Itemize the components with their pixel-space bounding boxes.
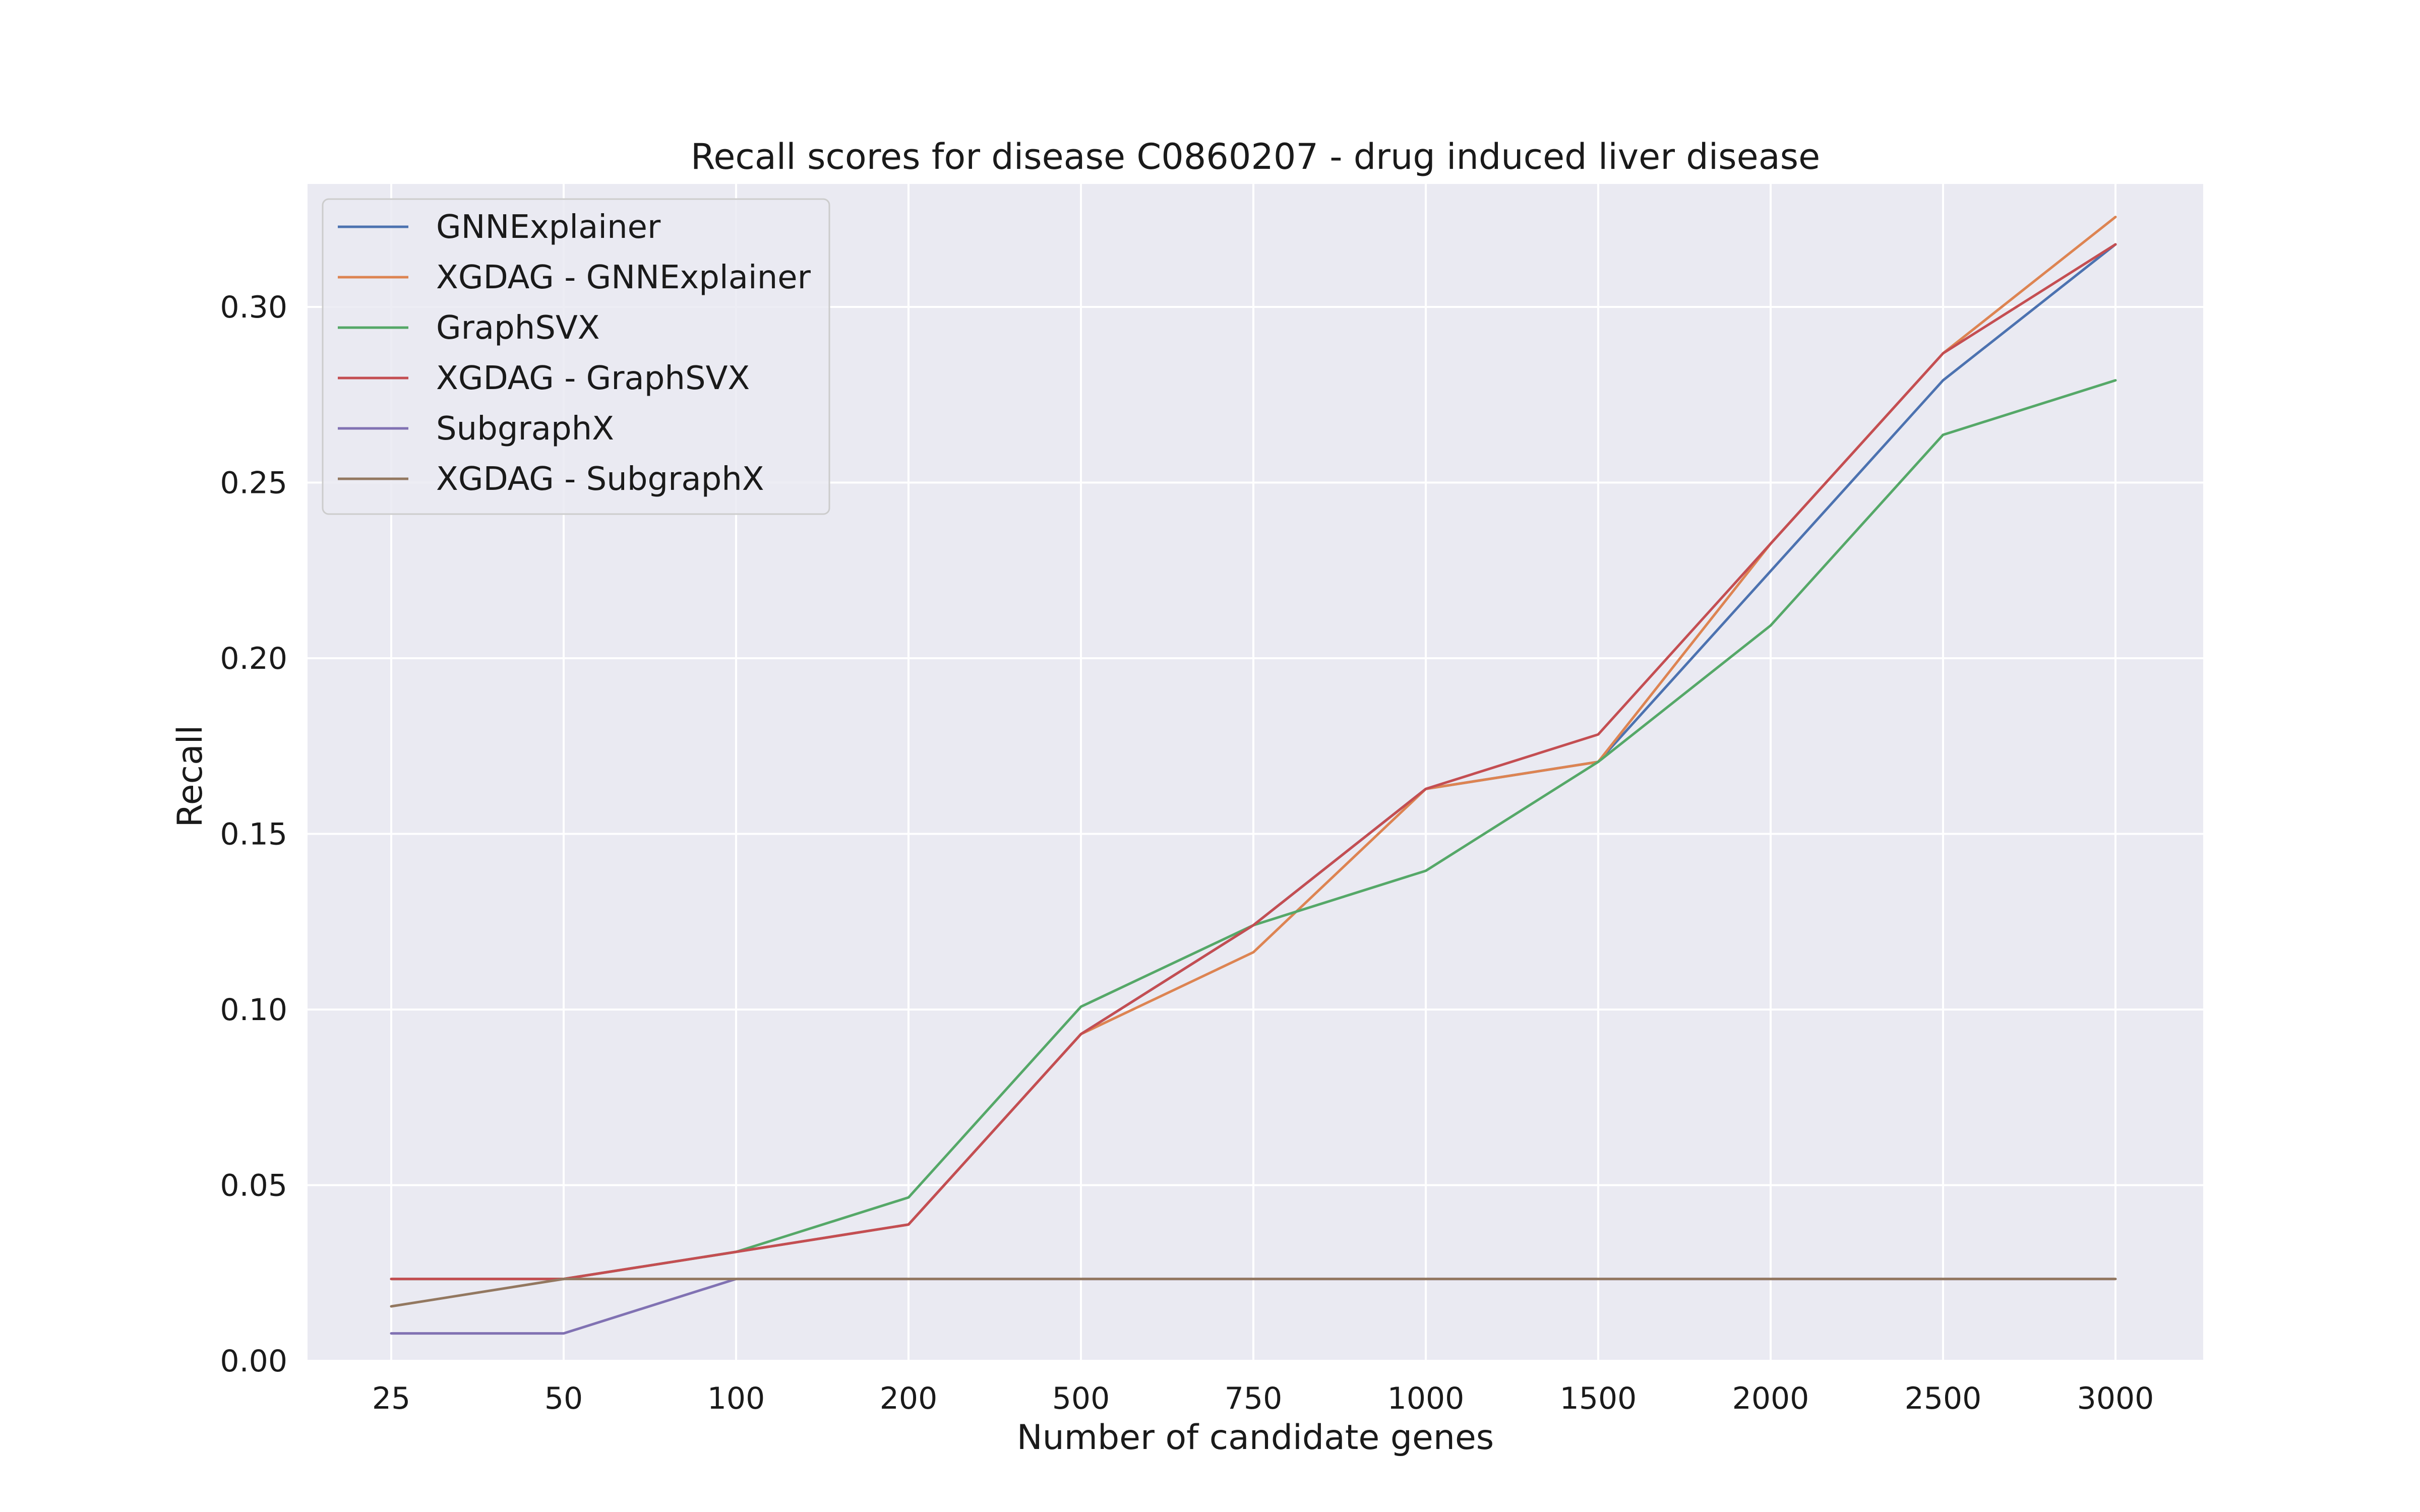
x-tick-label: 500 [1052, 1381, 1110, 1416]
x-tick-label: 25 [372, 1381, 410, 1416]
x-axis-label: Number of candidate genes [1017, 1418, 1494, 1458]
y-tick-label: 0.10 [220, 992, 287, 1028]
legend-entry: GraphSVX [436, 309, 600, 347]
legend-entry: GNNExplainer [436, 209, 661, 246]
legend-entry: XGDAG - GraphSVX [436, 360, 750, 397]
x-tick-label: 750 [1225, 1381, 1283, 1416]
legend-entry: SubgraphX [436, 410, 614, 448]
x-tick-labels: 25 50 100 200 500 750 1000 1500 2000 2500 3000 [372, 1381, 2154, 1416]
y-axis-label: Recall [170, 725, 210, 828]
y-tick-label: 0.15 [220, 816, 287, 852]
series-line [390, 1278, 2117, 1308]
y-tick-label: 0.25 [220, 465, 287, 500]
series-line [390, 243, 2117, 1281]
y-tick-labels: 0.00 0.05 0.10 0.15 0.20 0.25 0.30 [220, 290, 287, 1379]
x-tick-label: 50 [544, 1381, 583, 1416]
legend-entry: XGDAG - GNNExplainer [436, 259, 811, 296]
legend-box [322, 198, 830, 515]
x-tick-label: 200 [880, 1381, 938, 1416]
y-tick-label: 0.20 [220, 641, 287, 676]
legend: GNNExplainer XGDAG - GNNExplainer GraphSVX… [322, 198, 830, 515]
x-tick-label: 1500 [1560, 1381, 1637, 1416]
x-tick-label: 2500 [1905, 1381, 1982, 1416]
x-tick-label: 100 [707, 1381, 765, 1416]
x-tick-label: 2000 [1732, 1381, 1809, 1416]
y-tick-label: 0.05 [220, 1168, 287, 1203]
x-tick-label: 1000 [1387, 1381, 1465, 1416]
chart-title: Recall scores for disease C0860207 - dru… [691, 136, 1820, 177]
legend-entry: XGDAG - SubgraphX [436, 461, 764, 498]
y-tick-label: 0.30 [220, 290, 287, 325]
series-lines [390, 216, 2117, 1335]
x-tick-label: 3000 [2077, 1381, 2154, 1416]
y-tick-label: 0.00 [220, 1344, 287, 1379]
